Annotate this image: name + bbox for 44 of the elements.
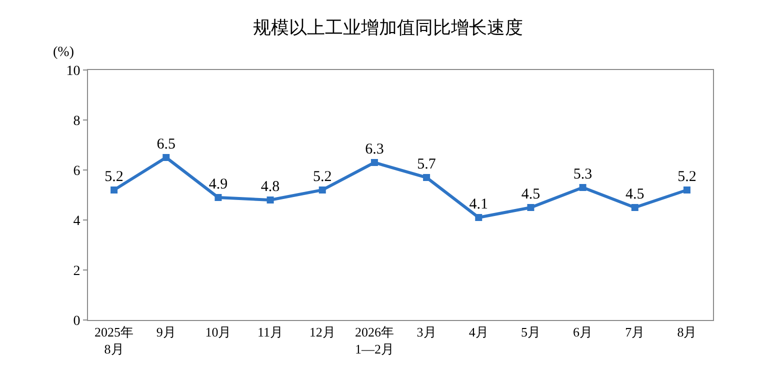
x-tick-label: 6月 xyxy=(573,324,593,340)
data-label: 5.2 xyxy=(313,168,332,185)
y-tick-label: 6 xyxy=(73,164,80,179)
y-tick-label: 0 xyxy=(73,314,80,329)
point xyxy=(423,174,430,181)
point xyxy=(579,184,586,191)
point xyxy=(318,186,326,194)
data-label: 4.9 xyxy=(208,176,228,192)
x-tick-label: 4月 xyxy=(468,324,488,340)
x-tick-label: 2025年 8月 xyxy=(94,324,134,356)
point xyxy=(370,159,378,166)
x-tick-label: 5月 xyxy=(520,324,540,340)
point xyxy=(683,186,690,194)
data-label: 5.3 xyxy=(573,166,592,182)
point xyxy=(475,214,482,221)
point xyxy=(527,204,534,211)
chart-title: 规模以上工业增加值同比增长速度 xyxy=(253,18,523,39)
x-tick-label: 8月 xyxy=(677,324,697,340)
y-tick-label: 8 xyxy=(73,114,80,129)
point xyxy=(214,194,222,201)
x-tick-label: 12月 xyxy=(309,324,336,340)
y-axis-title: (%) xyxy=(53,45,74,60)
x-tick-label: 7月 xyxy=(625,324,645,340)
y-tick-label: 4 xyxy=(73,214,80,229)
point xyxy=(266,196,274,204)
data-label: 6.5 xyxy=(156,136,176,152)
x-tick-label: 2026年 1—2月 xyxy=(354,324,394,356)
y-tick-label: 2 xyxy=(73,264,80,279)
data-label: 6.3 xyxy=(365,141,384,158)
x-tick-label: 10月 xyxy=(205,324,232,340)
x-tick-label: 11月 xyxy=(258,324,284,340)
data-label: 4.8 xyxy=(260,178,280,195)
data-label: 5.7 xyxy=(417,156,436,172)
data-label: 5.2 xyxy=(104,168,124,185)
data-label: 5.2 xyxy=(678,168,696,185)
x-tick-label: 3月 xyxy=(416,324,436,340)
point xyxy=(110,186,118,194)
data-label: 4.5 xyxy=(521,186,540,202)
point xyxy=(162,154,170,161)
x-tick-label: 9月 xyxy=(156,324,176,340)
data-label: 4.1 xyxy=(469,196,488,212)
point xyxy=(631,204,638,211)
y-tick-label: 10 xyxy=(66,64,80,79)
data-label: 4.5 xyxy=(626,186,644,202)
